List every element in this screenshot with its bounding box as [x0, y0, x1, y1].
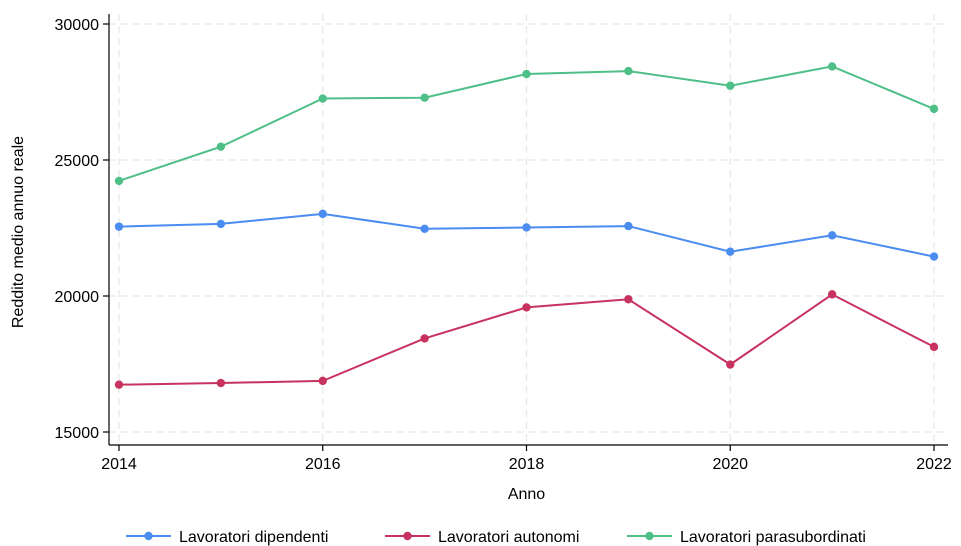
data-point [726, 81, 735, 90]
data-point [216, 378, 226, 388]
axes [103, 14, 948, 451]
data-point [929, 252, 939, 261]
x-tick-label: 2022 [916, 456, 952, 473]
data-point [522, 223, 531, 232]
data-point [726, 247, 735, 256]
grid-lines [109, 14, 948, 445]
x-axis-title: Anno [508, 486, 545, 503]
data-point [827, 62, 837, 71]
legend-label: Lavoratori dipendenti [179, 529, 328, 546]
series-group [114, 62, 939, 389]
data-point [522, 69, 531, 79]
data-point [318, 94, 327, 103]
data-point [420, 224, 429, 234]
x-tick-label: 2020 [712, 456, 748, 473]
series-3 [114, 62, 939, 186]
legend-marker [144, 531, 153, 541]
y-tick-label: 15000 [55, 425, 100, 442]
data-point [827, 231, 837, 240]
data-point [114, 222, 124, 231]
y-tick-label: 25000 [55, 153, 100, 170]
data-point [929, 104, 939, 114]
x-tick-label: 2016 [305, 456, 341, 473]
data-point [522, 303, 531, 312]
data-point [726, 360, 735, 369]
series-2 [114, 290, 939, 389]
legend-label: Lavoratori parasubordinati [680, 529, 866, 546]
data-point [929, 342, 939, 352]
data-point [420, 93, 429, 102]
tick-labels: 2014 2016 2018 2020 2022 15000 20000 25000 30000 [55, 17, 952, 473]
data-point [114, 380, 124, 389]
data-point [624, 221, 633, 231]
data-point [827, 290, 837, 299]
legend-label: Lavoratori autonomi [438, 529, 579, 546]
data-point [318, 376, 327, 386]
data-point [624, 66, 633, 76]
y-tick-label: 30000 [55, 17, 100, 34]
legend-marker [403, 531, 412, 541]
y-tick-label: 20000 [55, 289, 100, 306]
data-point [216, 219, 226, 229]
data-point [216, 142, 226, 151]
x-tick-label: 2014 [101, 456, 137, 473]
legend: Lavoratori dipendenti Lavoratori autonomi… [126, 529, 866, 546]
legend-marker [645, 531, 654, 541]
x-tick-label: 2018 [509, 456, 545, 473]
series-1 [114, 209, 939, 261]
data-point [420, 334, 429, 343]
y-axis-title: Reddito medio annuo reale [10, 136, 27, 328]
data-point [114, 176, 124, 186]
data-point [624, 295, 633, 304]
data-point [318, 209, 327, 219]
